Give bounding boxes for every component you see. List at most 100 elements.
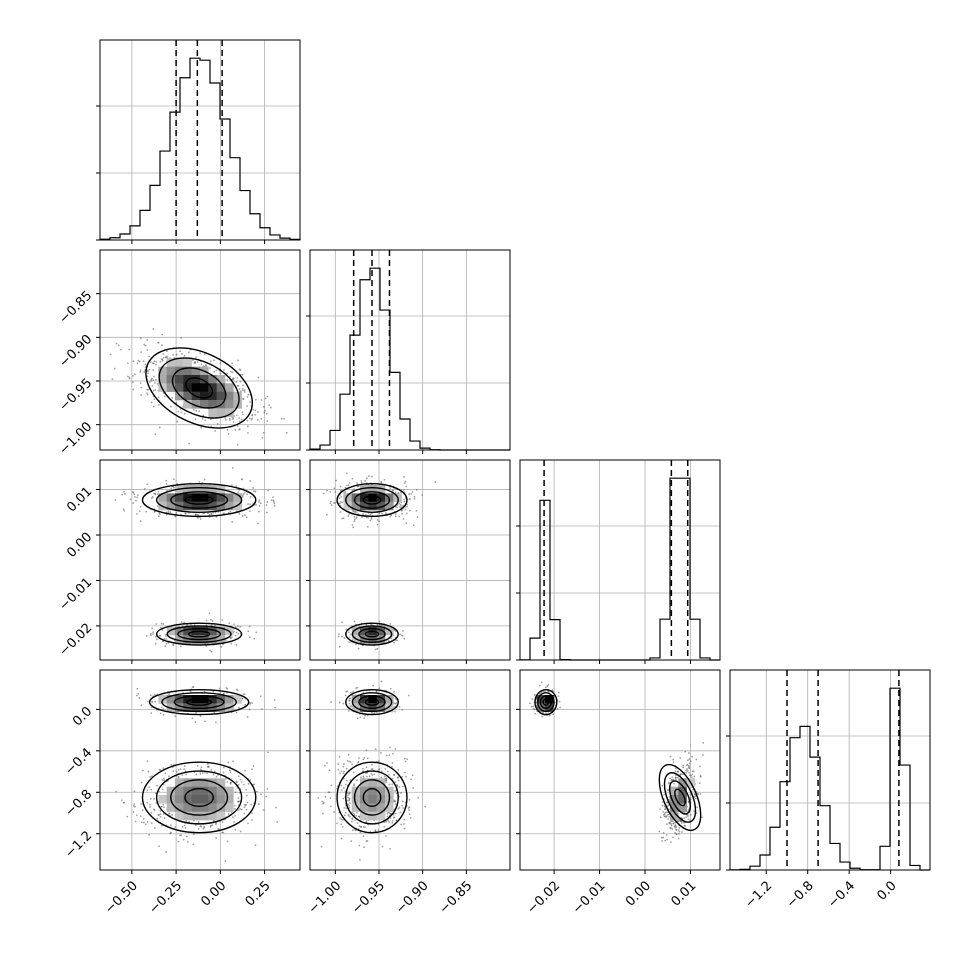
scatter-point bbox=[235, 381, 238, 383]
scatter-point bbox=[352, 771, 355, 774]
scatter-point bbox=[398, 515, 401, 518]
scatter-point bbox=[557, 695, 560, 698]
density-cell bbox=[191, 501, 201, 511]
scatter-point bbox=[215, 823, 217, 826]
scatter-point bbox=[695, 758, 698, 761]
scatter-point bbox=[149, 806, 151, 808]
scatter-point bbox=[400, 823, 403, 826]
scatter-point bbox=[249, 503, 251, 506]
scatter-point bbox=[408, 798, 411, 801]
scatter-point bbox=[366, 526, 369, 528]
scatter-point bbox=[330, 504, 333, 506]
scatter-point bbox=[662, 813, 665, 816]
scatter-point bbox=[260, 708, 263, 711]
scatter-point bbox=[154, 635, 157, 638]
scatter-point bbox=[157, 404, 160, 406]
density-cell bbox=[225, 400, 234, 409]
scatter-point bbox=[146, 392, 148, 395]
scatter-point bbox=[239, 390, 242, 393]
scatter-point bbox=[155, 623, 158, 625]
panel-content bbox=[115, 686, 279, 862]
scatter-point bbox=[400, 501, 403, 504]
scatter-point bbox=[345, 628, 348, 631]
scatter-point bbox=[139, 505, 142, 508]
scatter-point bbox=[197, 516, 200, 519]
density-cell bbox=[670, 811, 679, 821]
scatter-point bbox=[680, 822, 683, 824]
scatter-point bbox=[670, 778, 673, 781]
scatter-point bbox=[198, 481, 201, 483]
density-cell bbox=[360, 811, 369, 821]
scatter-point bbox=[670, 823, 673, 825]
scatter-point bbox=[199, 715, 202, 718]
density-cell bbox=[200, 803, 209, 812]
scatter-point bbox=[216, 422, 219, 425]
scatter-point bbox=[162, 713, 165, 716]
scatter-point bbox=[237, 797, 240, 800]
scatter-point bbox=[265, 504, 268, 506]
contour-c1-level-1 bbox=[364, 698, 380, 706]
scatter-point bbox=[391, 777, 394, 780]
scatter-point bbox=[247, 782, 250, 785]
scatter-point bbox=[249, 496, 252, 498]
scatter-point bbox=[378, 687, 381, 690]
scatter-point bbox=[152, 389, 155, 392]
scatter-point bbox=[685, 769, 688, 772]
scatter-point bbox=[353, 620, 356, 623]
density-cell bbox=[368, 795, 377, 804]
density-cell bbox=[158, 366, 167, 376]
density-cell bbox=[225, 795, 234, 804]
scatter-point bbox=[146, 801, 149, 804]
scatter-point bbox=[192, 843, 195, 846]
scatter-point bbox=[180, 337, 183, 339]
scatter-point bbox=[227, 433, 230, 435]
scatter-point bbox=[210, 513, 213, 515]
scatter-point bbox=[207, 766, 210, 768]
scatter-point bbox=[237, 491, 239, 494]
contour-c1-level-4 bbox=[336, 482, 408, 518]
scatter-point bbox=[163, 817, 166, 819]
scatter-point bbox=[397, 769, 400, 771]
density-cell bbox=[376, 626, 386, 636]
scatter-point bbox=[341, 517, 344, 520]
scatter-point bbox=[162, 708, 165, 710]
scatter-point bbox=[234, 791, 237, 794]
scatter-point bbox=[698, 782, 701, 785]
density-cell bbox=[670, 795, 679, 804]
scatter-point bbox=[146, 388, 149, 391]
density-cell bbox=[175, 803, 184, 812]
scatter-point bbox=[240, 418, 243, 421]
scatter-point bbox=[164, 772, 167, 775]
density-cell bbox=[360, 626, 369, 636]
scatter-point bbox=[206, 772, 209, 774]
contour-c1-level-4 bbox=[534, 688, 558, 716]
scatter-point bbox=[545, 712, 547, 714]
scatter-point bbox=[363, 756, 366, 759]
scatter-point bbox=[405, 485, 408, 488]
histogram-panel-3 bbox=[516, 459, 721, 664]
scatter-point bbox=[684, 750, 687, 753]
y-tick-label: −0.85 bbox=[57, 288, 96, 327]
scatter-point bbox=[669, 820, 672, 822]
contour-c1-level-1 bbox=[186, 698, 213, 706]
density-cell bbox=[208, 626, 217, 636]
density-cell bbox=[360, 695, 369, 704]
scatter-point bbox=[362, 758, 365, 761]
scatter-point bbox=[408, 813, 411, 816]
scatter-point bbox=[389, 487, 391, 490]
density-cell bbox=[208, 786, 217, 796]
scatter-point bbox=[664, 839, 667, 842]
scatter-point bbox=[185, 773, 188, 776]
scatter-point bbox=[351, 763, 353, 766]
scatter-point bbox=[229, 782, 232, 785]
density-cell bbox=[208, 375, 217, 384]
scatter-point bbox=[661, 784, 664, 787]
scatter-point bbox=[139, 370, 142, 373]
density-cell bbox=[385, 501, 394, 511]
scatter-point bbox=[143, 821, 145, 824]
density-cell bbox=[166, 501, 176, 511]
density-cell bbox=[208, 408, 217, 417]
scatter-point bbox=[146, 393, 149, 396]
scatter-point bbox=[257, 522, 259, 525]
scatter-point bbox=[691, 755, 693, 758]
